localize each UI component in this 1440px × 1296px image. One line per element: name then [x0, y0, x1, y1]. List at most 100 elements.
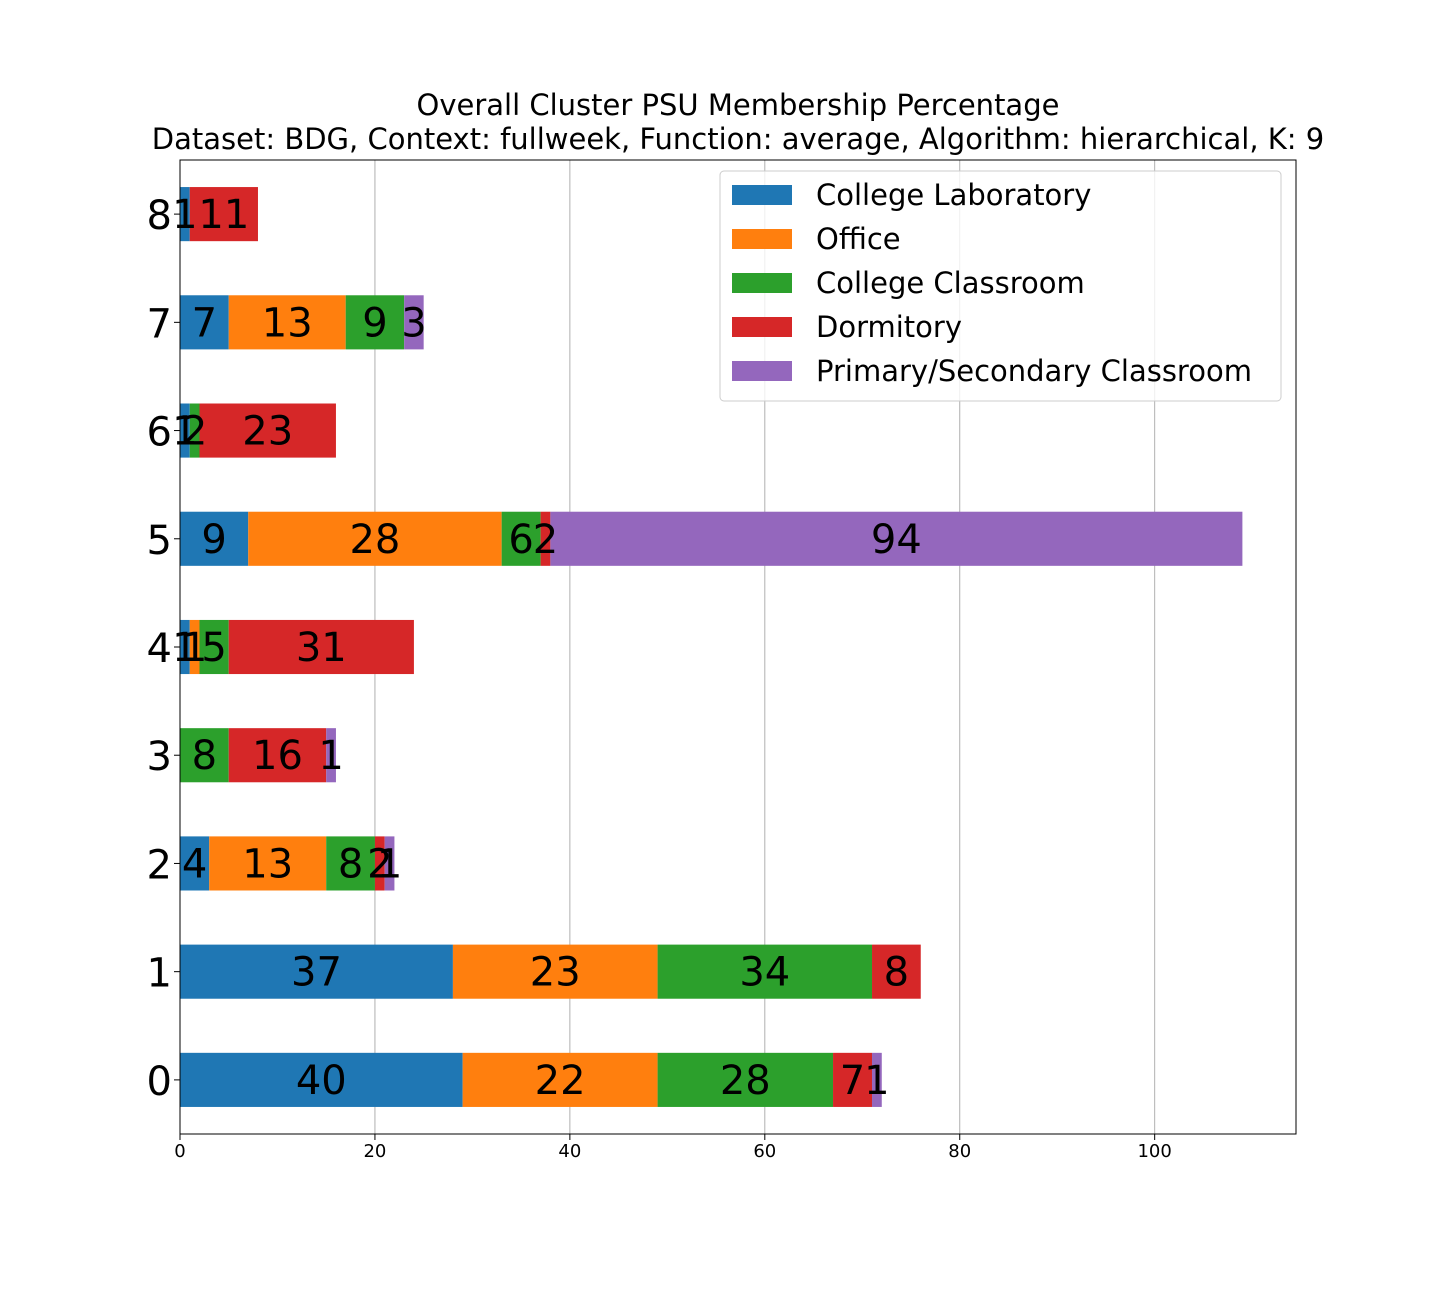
bar-segment-3-s2 — [180, 728, 229, 783]
bar-segment-1-s1 — [452, 944, 658, 999]
bar-label-3-s2: 8 — [192, 733, 217, 779]
x-axis: 0 20 40 60 80 100 — [174, 1134, 1172, 1162]
bar-segment-5-s1 — [248, 511, 502, 566]
y-tick-label-2: 2 — [147, 842, 172, 888]
chart-subtitle: Dataset: BDG, Context: fullweek, Functio… — [152, 122, 1324, 156]
bar-label-2-s4: 1 — [377, 841, 402, 887]
bar-label-4-s3: 31 — [296, 625, 347, 671]
bar-segment-0-s3 — [833, 1052, 873, 1107]
bar-label-5-s4: 94 — [871, 517, 922, 563]
bar-segment-7-s0 — [180, 295, 229, 350]
bar-label-7-s4: 3 — [401, 300, 426, 346]
bar-segment-4-s3 — [228, 619, 414, 675]
bar-segment-1-s2 — [657, 944, 873, 999]
legend-swatch-s3 — [732, 317, 792, 337]
bar-label-1-s0: 37 — [291, 950, 342, 996]
bar-segment-8-s3 — [189, 187, 258, 242]
bar-segment-6-s2 — [189, 403, 200, 458]
y-tick-label-5: 5 — [147, 518, 172, 564]
bar-label-6-s2: 2 — [182, 409, 207, 455]
x-tick-label-100: 100 — [1137, 1141, 1171, 1162]
bar-label-0-s4: 1 — [864, 1058, 889, 1104]
bar-label-7-s0: 7 — [192, 300, 217, 346]
bar-label-4-s1: 1 — [182, 625, 207, 671]
bar-segment-4-s2 — [199, 619, 229, 675]
bar-segment-6-s0 — [180, 403, 190, 458]
bar-label-6-s0: 1 — [172, 409, 197, 455]
chart-title: Overall Cluster PSU Membership Percentag… — [417, 88, 1060, 122]
bar-label-2-s1: 13 — [242, 841, 293, 887]
bar-segment-0-s1 — [462, 1052, 658, 1107]
bar-segment-2-s3 — [374, 836, 385, 891]
x-tick-label-0: 0 — [174, 1141, 185, 1162]
bar-label-3-s3: 16 — [252, 733, 303, 779]
legend-label-s4: Primary/Secondary Classroom — [816, 354, 1252, 388]
bar-label-7-s1: 13 — [262, 300, 313, 346]
legend-label-s1: Office — [816, 222, 901, 256]
legend-swatch-s1 — [732, 229, 792, 249]
bar-segment-6-s3 — [199, 403, 336, 458]
bar-segment-5-s3 — [540, 511, 551, 566]
bar-label-0-s2: 28 — [720, 1058, 771, 1104]
bar-label-3-s4: 1 — [318, 733, 343, 779]
bar-segment-8-s0 — [180, 187, 190, 242]
bar-label-5-s2: 6 — [508, 517, 533, 563]
x-tick-label-80: 80 — [948, 1141, 971, 1162]
bar-segment-7-s1 — [228, 295, 346, 350]
bar-segment-2-s0 — [180, 836, 210, 891]
bar-segment-0-s0 — [180, 1052, 463, 1107]
bar-label-0-s1: 22 — [535, 1058, 586, 1104]
legend-swatch-s2 — [732, 273, 792, 293]
bar-segment-0-s2 — [657, 1052, 834, 1107]
y-axis: 0 1 2 3 4 5 6 7 8 — [147, 193, 180, 1105]
bar-segment-5-s0 — [180, 511, 249, 566]
legend-label-s2: College Classroom — [816, 266, 1085, 300]
bar-label-4-s2: 5 — [201, 625, 226, 671]
bar-label-8-s0: 1 — [172, 192, 197, 238]
bar-label-1-s3: 8 — [884, 950, 909, 996]
x-tick-label-40: 40 — [558, 1141, 581, 1162]
bar-label-0-s3: 7 — [840, 1058, 865, 1104]
bar-label-7-s2: 9 — [362, 300, 387, 346]
bar-label-2-s0: 4 — [182, 841, 207, 887]
bar-label-6-s3: 23 — [242, 409, 293, 455]
bar-segment-3-s3 — [228, 728, 327, 783]
y-tick-label-0: 0 — [147, 1059, 172, 1105]
bar-label-2-s3: 2 — [367, 841, 392, 887]
legend-box — [719, 170, 1282, 402]
bar-label-1-s1: 23 — [530, 950, 581, 996]
legend-swatch-s4 — [732, 361, 792, 381]
bar-segment-3-s4 — [326, 728, 336, 783]
y-tick-label-7: 7 — [147, 301, 172, 347]
y-tick-label-1: 1 — [147, 951, 172, 997]
legend-label-s0: College Laboratory — [816, 178, 1091, 212]
bar-label-5-s0: 9 — [201, 517, 226, 563]
bar-segment-2-s1 — [209, 836, 327, 891]
bar-segment-2-s4 — [384, 836, 395, 891]
plot-frame — [179, 159, 1297, 1135]
legend: College Laboratory Office College Classroo… — [719, 170, 1282, 402]
bar-segment-2-s2 — [326, 836, 375, 891]
bar-label-4-s0: 1 — [172, 625, 197, 671]
bar-label-8-s3: 11 — [198, 192, 249, 238]
y-tick-label-3: 3 — [147, 734, 172, 780]
bar-label-1-s2: 34 — [739, 950, 790, 996]
bars-group: 4037419171222313128132834885629782163122… — [172, 187, 1243, 1107]
bar-label-5-s3: 2 — [533, 517, 558, 563]
legend-swatch-s0 — [732, 185, 792, 205]
bar-label-0-s0: 40 — [296, 1058, 347, 1104]
y-tick-label-6: 6 — [147, 410, 172, 456]
bar-segment-7-s2 — [345, 295, 405, 350]
y-tick-label-8: 8 — [147, 193, 172, 239]
bar-segment-7-s4 — [404, 295, 424, 350]
bar-segment-1-s3 — [872, 944, 921, 999]
bar-segment-5-s4 — [550, 511, 1243, 566]
y-tick-label-4: 4 — [147, 626, 172, 672]
bar-label-5-s1: 28 — [349, 517, 400, 563]
bar-segment-4-s0 — [180, 619, 190, 675]
bar-segment-1-s0 — [180, 944, 453, 999]
bar-label-2-s2: 8 — [338, 841, 363, 887]
x-tick-label-60: 60 — [753, 1141, 776, 1162]
x-tick-label-20: 20 — [363, 1141, 386, 1162]
